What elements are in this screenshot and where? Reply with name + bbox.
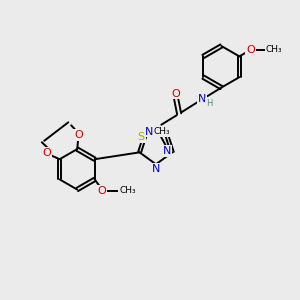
Text: N: N (152, 164, 161, 174)
Text: H: H (206, 99, 212, 108)
Text: CH₃: CH₃ (266, 45, 282, 54)
Text: O: O (98, 186, 106, 196)
Text: N: N (145, 127, 153, 136)
Text: O: O (74, 130, 83, 140)
Text: O: O (172, 88, 181, 98)
Text: N: N (163, 146, 171, 156)
Text: O: O (43, 148, 52, 158)
Text: CH₃: CH₃ (119, 186, 136, 195)
Text: CH₃: CH₃ (153, 127, 170, 136)
Text: O: O (246, 45, 255, 55)
Text: N: N (198, 94, 206, 103)
Text: S: S (137, 132, 145, 142)
